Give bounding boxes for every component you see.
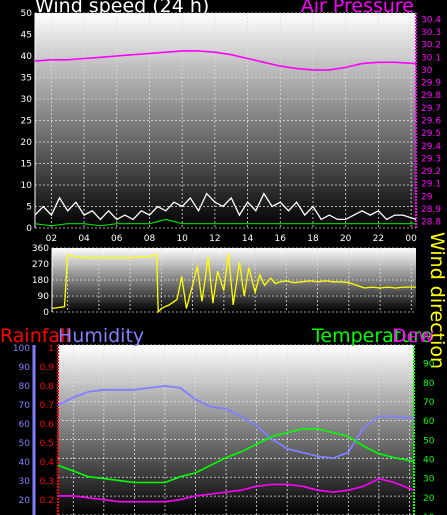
- direction-chart-title: Wind direction: [426, 232, 447, 369]
- humidity-y-tick-label: 80: [19, 382, 31, 392]
- temperature-y-tick-label: 10: [423, 513, 435, 515]
- pressure-y-tick-label: 29.5: [421, 129, 441, 139]
- time-x-tick-label: 08: [144, 234, 156, 244]
- pressure-y-tick-label: 28.9: [421, 205, 441, 215]
- humidity-y-tick-label: 30: [19, 477, 31, 487]
- wind-y-tick-label: 45: [21, 31, 32, 41]
- pressure-y-tick-label: 29.9: [421, 79, 441, 89]
- pressure-y-tick-label: 29.1: [421, 180, 441, 190]
- pressure-y-tick-label: 29.3: [421, 154, 441, 164]
- pressure-y-tick-label: 28.8: [421, 218, 441, 228]
- time-x-tick-label: 00: [405, 234, 417, 244]
- wind-y-tick-label: 40: [21, 52, 33, 62]
- pressure-y-tick-label: 29.4: [421, 142, 441, 152]
- dew-line: [58, 477, 415, 503]
- pressure-y-tick-label: 30.1: [421, 53, 441, 63]
- temperature-line: [57, 427, 415, 484]
- rainfall-chart-title: Rainfall: [0, 325, 71, 347]
- temperature-y-tick-label: 90: [423, 360, 435, 370]
- time-x-tick-label: 14: [242, 234, 254, 244]
- wind-y-tick-label: 10: [21, 181, 33, 191]
- direction-y-tick-label: 360: [32, 244, 49, 254]
- humidity-line: [57, 385, 415, 460]
- direction-y-tick-label: 270: [32, 260, 49, 270]
- rain-y-tick-label: 0.7: [40, 401, 54, 411]
- wind-y-tick-label: 50: [21, 9, 33, 19]
- pressure-y-tick-label: 30.4: [421, 15, 441, 25]
- humidity-y-tick-label: 60: [19, 420, 31, 430]
- wind-y-tick-label: 5: [26, 203, 32, 213]
- direction-y-tick-label: 90: [38, 292, 50, 302]
- humidity-y-tick-label: 100: [13, 344, 30, 354]
- pressure-y-tick-label: 29.8: [421, 91, 441, 101]
- pressure-y-tick-label: 29: [421, 192, 433, 202]
- temperature-y-tick-label: 40: [423, 455, 435, 465]
- wind-y-tick-label: 25: [21, 117, 32, 127]
- humidity-y-tick-label: 50: [19, 439, 31, 449]
- rain-y-tick-label: 0.6: [40, 420, 55, 430]
- pressure-y-tick-label: 29.2: [421, 167, 441, 177]
- climate-plot-area: [58, 345, 414, 515]
- pressure-y-tick-label: 30.3: [421, 28, 441, 38]
- pressure-y-tick-label: 29.7: [421, 104, 441, 114]
- rain-y-tick-label: 0.4: [40, 458, 55, 468]
- wind-gust-line: [34, 218, 416, 227]
- direction-y-tick-label: 0: [43, 308, 49, 318]
- rain-y-tick-label: 0.9: [40, 363, 55, 373]
- rain-y-tick-label: 0.3: [40, 477, 54, 487]
- pressure-y-tick-label: 29.6: [421, 117, 441, 127]
- wind-speed-line: [34, 192, 417, 221]
- humidity-y-tick-label: 20: [19, 496, 31, 506]
- dew-chart-title: Dew: [392, 325, 434, 347]
- time-x-tick-label: 02: [46, 234, 57, 244]
- time-x-tick-label: 20: [340, 234, 352, 244]
- pressure-chart-title: Air Pressure: [301, 0, 414, 17]
- rain-y-tick-label: 0.8: [40, 382, 55, 392]
- wind-y-tick-label: 0: [26, 224, 32, 234]
- wind-y-tick-label: 15: [21, 160, 32, 170]
- pressure-y-tick-label: 30.2: [421, 41, 441, 51]
- rain-y-tick-label: 1: [48, 344, 54, 354]
- time-x-tick-label: 12: [209, 234, 220, 244]
- humidity-y-tick-label: 70: [19, 401, 31, 411]
- wind-y-tick-label: 30: [21, 95, 33, 105]
- wind-title-text: Wind speed (24 h): [35, 0, 209, 17]
- wind-y-tick-label: 35: [21, 74, 32, 84]
- pressure-line: [34, 50, 417, 71]
- time-x-tick-label: 18: [307, 234, 319, 244]
- time-x-tick-label: 22: [373, 234, 384, 244]
- temperature-y-tick-label: 50: [423, 436, 435, 446]
- time-x-tick-label: 06: [111, 234, 123, 244]
- time-x-tick-label: 10: [176, 234, 188, 244]
- humidity-y-tick-label: 90: [19, 363, 31, 373]
- wind-chart-title: Wind speed (24 h): [35, 0, 209, 17]
- wind-direction-line: [51, 253, 416, 314]
- temperature-y-tick-label: 70: [423, 398, 435, 408]
- temperature-y-tick-label: 80: [423, 379, 435, 389]
- wind-y-tick-label: 20: [21, 138, 33, 148]
- direction-y-tick-label: 180: [32, 276, 49, 286]
- time-x-tick-label: 04: [78, 234, 90, 244]
- humidity-y-tick-label: 40: [19, 458, 31, 468]
- rain-y-tick-label: 0.2: [40, 496, 54, 506]
- rain-y-tick-label: 0.5: [40, 439, 54, 449]
- temperature-y-tick-label: 60: [423, 417, 435, 427]
- temperature-chart-title: Temperature: [311, 325, 432, 347]
- temperature-y-tick-label: 20: [423, 494, 435, 504]
- humidity-chart-title: Humidity: [58, 325, 144, 347]
- pressure-y-tick-label: 30: [421, 66, 433, 76]
- time-x-tick-label: 16: [275, 234, 287, 244]
- temperature-y-tick-label: 30: [423, 475, 435, 485]
